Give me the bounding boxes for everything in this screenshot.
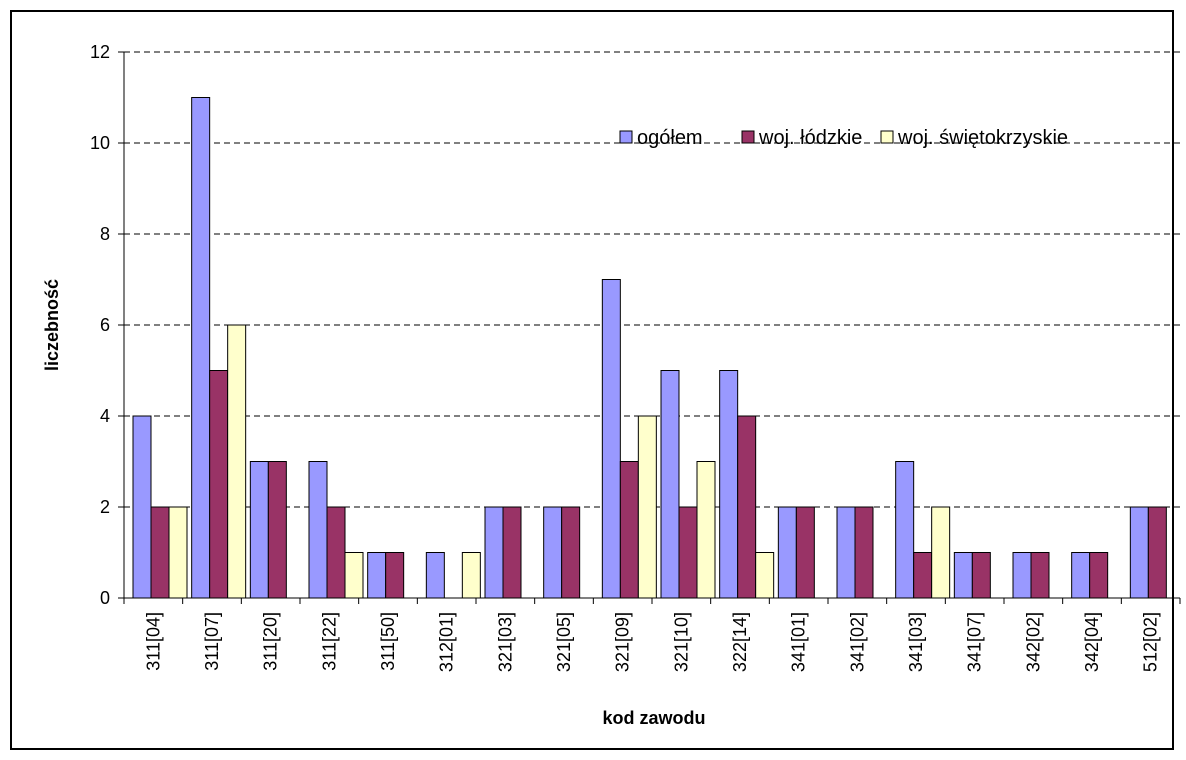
bar-ogolem-3 — [308, 461, 328, 599]
legend-label-lodzkie: woj. łódzkie — [758, 127, 862, 149]
bars — [132, 97, 1167, 599]
x-axis-title: kod zawodu — [603, 708, 706, 728]
bar-ogolem-6 — [484, 506, 504, 599]
x-tick-label: 321[10] — [671, 612, 691, 672]
bar-ogolem-13 — [895, 461, 915, 599]
y-tick-label: 6 — [100, 315, 110, 335]
bar-ogolem-9 — [660, 370, 680, 599]
bar-lodzkie-12 — [854, 506, 874, 599]
legend-swatch-lodzkie — [741, 130, 755, 144]
bar-ogolem-12 — [836, 506, 856, 599]
x-tick-label: 341[02] — [847, 612, 867, 672]
x-tick-label: 512[02] — [1141, 612, 1161, 672]
x-tick-label: 321[09] — [613, 612, 633, 672]
bar-lodzkie-16 — [1089, 552, 1109, 599]
bar-lodzkie-7 — [561, 506, 581, 599]
bar-lodzkie-11 — [795, 506, 815, 599]
x-tick-label: 311[20] — [261, 612, 281, 671]
bar-ogolem-15 — [1012, 552, 1032, 599]
bar-ogolem-16 — [1071, 552, 1091, 599]
y-tick-label: 10 — [90, 133, 110, 153]
bar-ogolem-5 — [425, 552, 445, 599]
bar-swietokrzyskie-8 — [637, 415, 657, 599]
bar-lodzkie-9 — [678, 506, 698, 599]
x-tick-label: 321[03] — [495, 612, 515, 672]
bar-lodzkie-3 — [326, 506, 346, 599]
y-tick-labels: 0 2 4 6 8 10 12 — [90, 42, 110, 608]
bar-swietokrzyskie-13 — [931, 506, 951, 599]
bar-swietokrzyskie-1 — [227, 324, 247, 599]
x-tick-label: 342[02] — [1023, 612, 1043, 672]
bar-swietokrzyskie-0 — [168, 506, 188, 599]
x-tick-label: 341[07] — [965, 612, 985, 672]
bar-lodzkie-17 — [1147, 506, 1167, 599]
gridlines — [124, 51, 1180, 508]
y-tick-label: 8 — [100, 224, 110, 244]
bar-lodzkie-6 — [502, 506, 522, 599]
bar-lodzkie-2 — [267, 461, 287, 599]
x-tick-label: 321[05] — [554, 612, 574, 672]
bar-ogolem-11 — [777, 506, 797, 599]
legend-label-swietokrzyskie: woj. świętokrzyskie — [897, 127, 1068, 149]
bar-lodzkie-8 — [619, 461, 639, 599]
bar-ogolem-2 — [249, 461, 269, 599]
bar-lodzkie-13 — [913, 552, 933, 599]
x-tick-labels: 311[04] 311[07] 311[20] 311[22] 311[50] 312[0… — [143, 612, 1160, 672]
bar-ogolem-7 — [543, 506, 563, 599]
bar-ogolem-10 — [719, 370, 739, 599]
legend-label-ogolem: ogółem — [637, 127, 703, 149]
bar-ogolem-8 — [601, 279, 621, 599]
bar-lodzkie-4 — [385, 552, 405, 599]
x-tick-label: 312[01] — [437, 612, 457, 672]
legend-swatch-ogolem — [619, 130, 633, 144]
bar-swietokrzyskie-10 — [755, 552, 775, 599]
bar-lodzkie-15 — [1030, 552, 1050, 599]
bar-swietokrzyskie-9 — [696, 461, 716, 599]
x-tick-label: 342[04] — [1082, 612, 1102, 672]
axes — [118, 51, 1181, 604]
legend-swatch-swietokrzyskie — [880, 130, 894, 144]
bar-lodzkie-0 — [150, 506, 170, 599]
x-tick-label: 311[04] — [143, 612, 163, 671]
bar-ogolem-4 — [367, 552, 387, 599]
x-tick-label: 311[50] — [378, 612, 398, 671]
y-tick-label: 12 — [90, 42, 110, 62]
bar-swietokrzyskie-3 — [344, 552, 364, 599]
x-tick-label: 322[14] — [730, 612, 750, 672]
y-tick-label: 2 — [100, 497, 110, 517]
x-tick-label: 311[07] — [202, 612, 222, 671]
y-tick-label: 0 — [100, 588, 110, 608]
bar-swietokrzyskie-5 — [461, 552, 481, 599]
bar-ogolem-14 — [953, 552, 973, 599]
bar-ogolem-0 — [132, 415, 152, 599]
x-tick-label: 341[01] — [789, 612, 809, 672]
legend: ogółem woj. łódzkie woj. świętokrzyskie — [619, 127, 1068, 149]
bar-lodzkie-1 — [209, 370, 229, 599]
bar-lodzkie-10 — [737, 415, 757, 599]
bar-ogolem-17 — [1129, 506, 1149, 599]
y-axis-title: liczebność — [42, 279, 62, 371]
bar-lodzkie-14 — [971, 552, 991, 599]
bar-ogolem-1 — [191, 97, 211, 599]
x-tick-label: 311[22] — [319, 612, 339, 671]
y-tick-label: 4 — [100, 406, 110, 426]
x-tick-label: 341[03] — [906, 612, 926, 672]
